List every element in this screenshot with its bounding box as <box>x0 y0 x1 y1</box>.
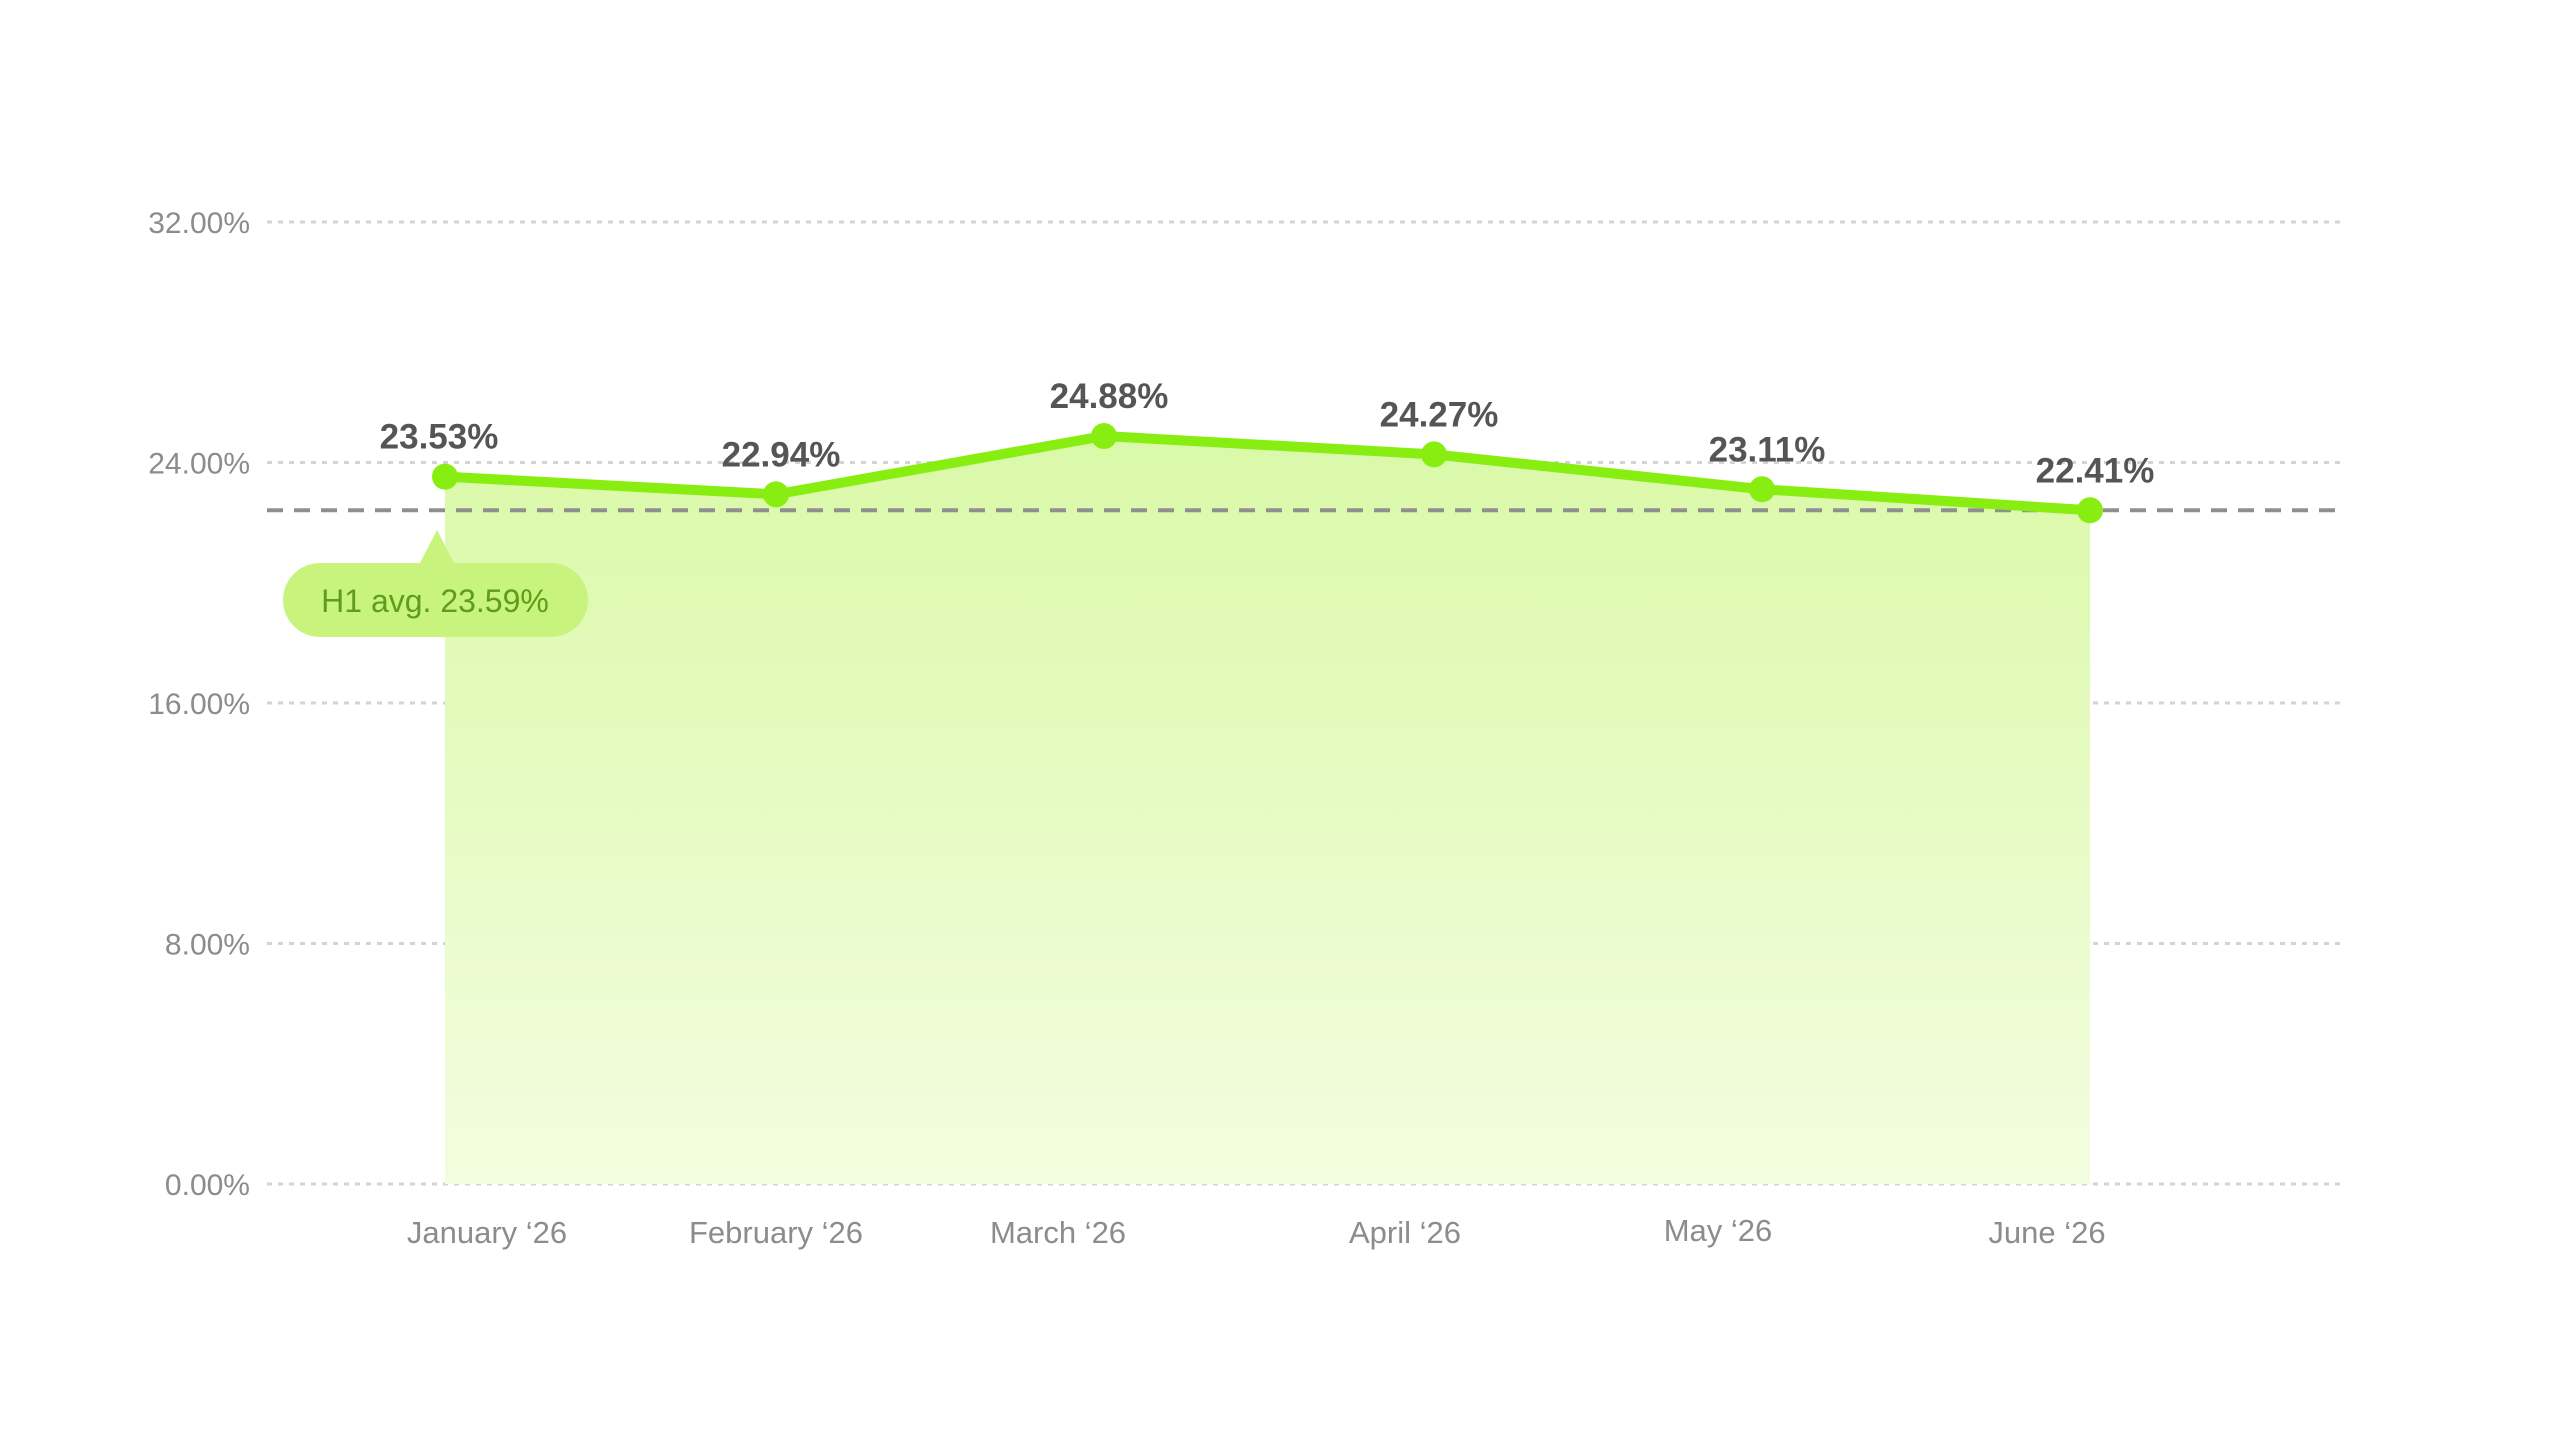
area-layer <box>445 436 2090 1184</box>
x-tick-label: February ‘26 <box>689 1215 863 1250</box>
data-label: 23.11% <box>1709 430 1826 469</box>
data-label: 23.53% <box>380 418 499 457</box>
y-tick-label: 16.00% <box>148 688 250 721</box>
callout-layer: H1 avg. 23.59% <box>283 530 588 637</box>
data-label: 24.88% <box>1050 377 1169 416</box>
data-label: 22.94% <box>722 435 841 474</box>
average-callout: H1 avg. 23.59% <box>283 530 588 637</box>
label-layer: 23.53% 22.94% 24.88% 24.27% 23.11% 22.41% <box>380 377 2155 490</box>
x-tick-label: January ‘26 <box>407 1215 567 1250</box>
x-tick-label: June ‘26 <box>1988 1215 2105 1250</box>
data-label: 24.27% <box>1380 395 1499 434</box>
series-line <box>440 431 2095 516</box>
callout-bubble <box>283 563 588 637</box>
line-layer <box>432 423 2103 524</box>
x-tick-label: April ‘26 <box>1349 1215 1461 1250</box>
data-point <box>763 481 789 508</box>
data-point <box>1091 423 1117 450</box>
data-point <box>1749 476 1775 503</box>
x-tick-label: May ‘26 <box>1664 1213 1773 1248</box>
x-tick-label: March ‘26 <box>990 1215 1126 1250</box>
y-tick-label: 32.00% <box>148 207 250 240</box>
data-point <box>1421 441 1447 468</box>
data-point <box>2077 497 2103 524</box>
callout-pointer <box>420 530 454 563</box>
y-tick-label: 24.00% <box>148 448 250 481</box>
data-point <box>432 463 458 490</box>
series-area <box>445 436 2090 1184</box>
callout-label: H1 avg. 23.59% <box>321 583 549 619</box>
y-tick-label: 0.00% <box>165 1169 250 1202</box>
y-tick-label: 8.00% <box>165 929 250 962</box>
data-label: 22.41% <box>2036 451 2155 490</box>
